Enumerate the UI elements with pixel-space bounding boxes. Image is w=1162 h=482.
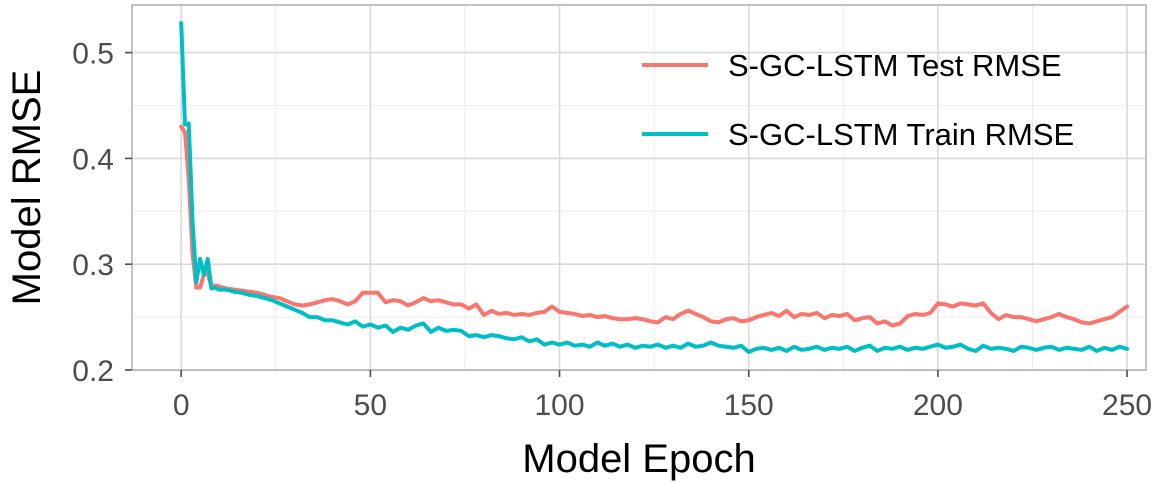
y-tick-label: 0.3 [72,249,114,282]
x-tick-label: 0 [173,389,190,422]
x-tick-label: 250 [1102,389,1152,422]
x-axis-title: Model Epoch [522,437,755,481]
y-tick-labels: 0.2 0.3 0.4 0.5 [72,38,114,388]
series-line-train-rmse [179,20,1130,355]
y-tick-label: 0.4 [72,143,114,176]
plot-panel-border [131,4,1147,371]
x-tick-label: 150 [724,389,774,422]
x-tick-label: 50 [354,389,387,422]
axis-ticks [125,51,1128,377]
series-layer [179,20,1130,355]
legend-label-train: S-GC-LSTM Train RMSE [728,117,1074,152]
y-axis-title: Model RMSE [5,70,49,306]
legend: S-GC-LSTM Test RMSE S-GC-LSTM Train RMSE [642,48,1074,152]
legend-label-test: S-GC-LSTM Test RMSE [728,48,1062,83]
y-tick-label: 0.2 [72,355,114,388]
x-tick-label: 200 [913,389,963,422]
y-tick-label: 0.5 [72,38,114,71]
x-tick-labels: 0 50 100 150 200 250 [173,389,1152,422]
series-line-test-rmse [179,124,1130,328]
x-tick-label: 100 [535,389,585,422]
